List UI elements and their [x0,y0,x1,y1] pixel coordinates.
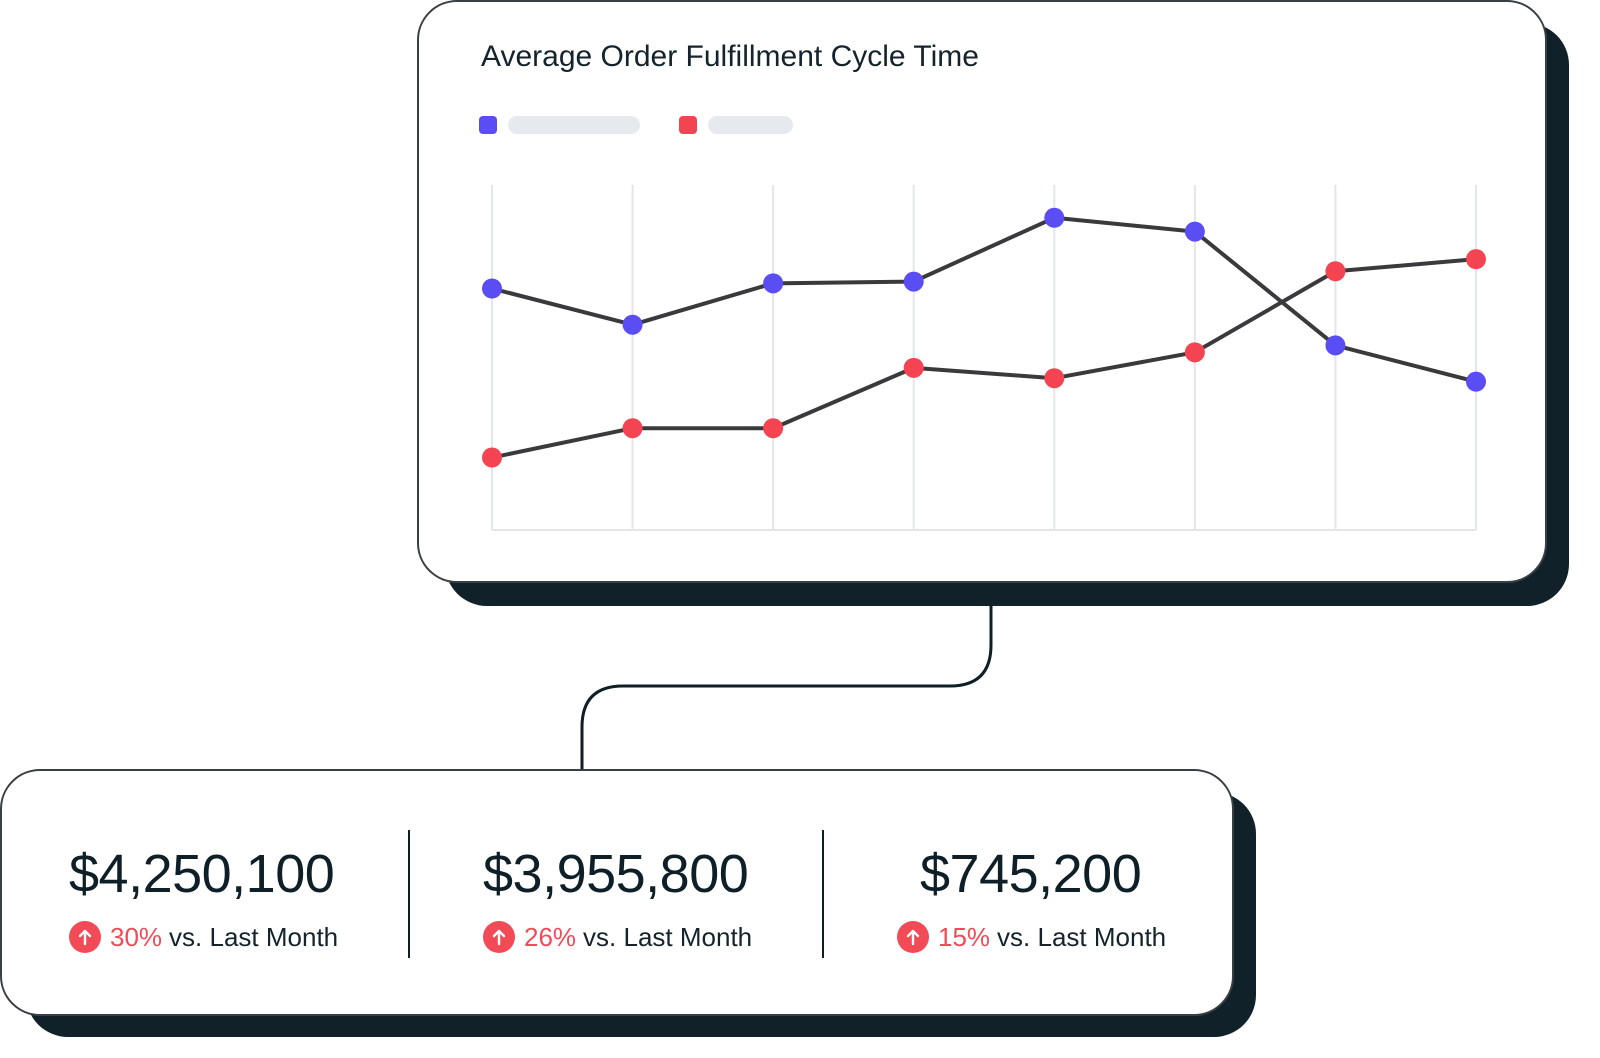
data-point-series-2[interactable] [1044,368,1065,389]
data-point-series-2[interactable] [763,418,784,439]
data-point-series-1[interactable] [622,314,643,335]
kpi-value: $745,200 [920,844,1142,904]
legend-label-placeholder-series-2 [708,116,793,134]
kpi-divider [822,830,824,958]
chart-card: Average Order Fulfillment Cycle Time [417,0,1547,583]
series-line-1 [491,215,1477,384]
data-point-series-2[interactable] [1466,249,1486,270]
kpi-delta-label: vs. Last Month [997,921,1167,952]
kpi-item-2: $3,955,800 26% vs. Last Month [411,771,823,1018]
kpi-delta-label: vs. Last Month [169,921,339,952]
kpi-item-3: $745,200 15% vs. Last Month [825,771,1230,1018]
data-point-series-1[interactable] [763,273,784,294]
arrow-up-icon [897,921,929,953]
kpi-delta: 15% vs. Last Month [897,921,1166,953]
data-point-series-1[interactable] [1325,335,1346,356]
arrow-up-icon [69,921,101,953]
chart-title: Average Order Fulfillment Cycle Time [481,40,979,73]
kpi-delta-percent: 15% [938,921,991,952]
data-point-series-1[interactable] [1184,221,1205,242]
series-line-2 [491,257,1477,460]
data-point-series-2[interactable] [1325,261,1346,282]
data-point-series-2[interactable] [622,418,643,439]
kpi-value: $3,955,800 [483,844,749,904]
legend-swatch-series-1 [479,116,497,134]
kpi-delta-label: vs. Last Month [583,921,753,952]
data-point-series-2[interactable] [903,357,924,378]
line-chart [482,185,1486,531]
data-point-series-2[interactable] [482,447,502,468]
data-point-series-1[interactable] [482,278,502,299]
kpi-item-1: $4,250,100 30% vs. Last Month [2,771,411,1018]
arrow-up-icon [483,921,515,953]
kpi-delta: 26% vs. Last Month [483,921,752,953]
kpi-card: $4,250,100 30% vs. Last Month $3,955,800… [0,769,1234,1016]
data-point-series-1[interactable] [1466,371,1486,392]
data-point-series-1[interactable] [903,271,924,292]
legend-label-placeholder-series-1 [508,116,640,134]
kpi-value: $4,250,100 [69,844,335,904]
kpi-delta: 30% vs. Last Month [69,921,338,953]
kpi-delta-percent: 30% [110,921,163,952]
data-point-series-2[interactable] [1184,342,1205,363]
data-point-series-1[interactable] [1044,207,1065,228]
legend-swatch-series-2 [679,116,697,134]
kpi-delta-percent: 26% [524,921,577,952]
kpi-divider [408,830,410,958]
